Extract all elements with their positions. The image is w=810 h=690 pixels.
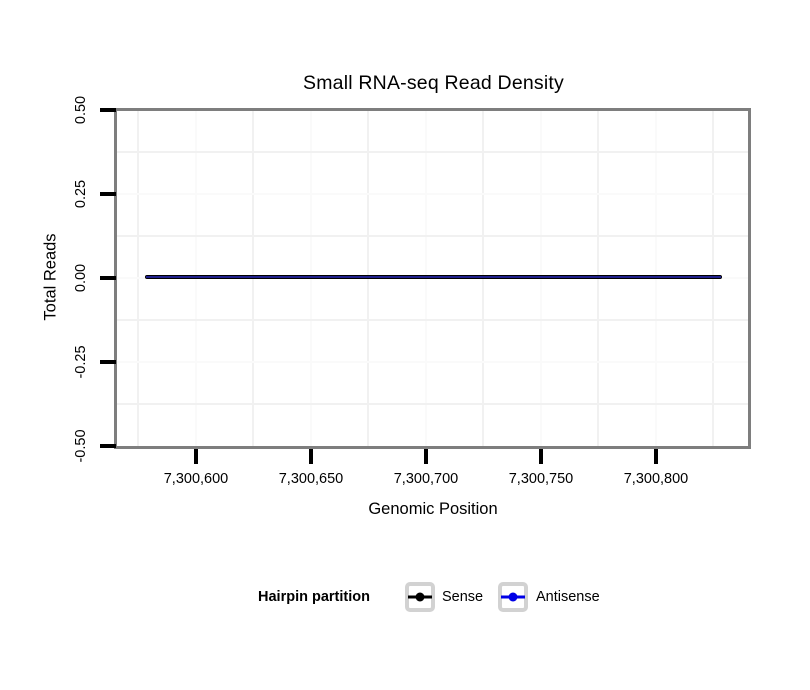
- x-tick-label: 7,300,650: [278, 471, 344, 487]
- x-axis-title: Genomic Position: [368, 500, 498, 518]
- y-axis-tick: [100, 360, 116, 364]
- x-tick-label: 7,300,600: [163, 471, 229, 487]
- legend-key-antisense: [498, 582, 528, 612]
- legend-title: Hairpin partition: [258, 589, 370, 605]
- y-tick-label: 0.50: [73, 95, 89, 125]
- y-tick-label: 0.25: [73, 179, 89, 209]
- x-tick-label: 7,300,700: [393, 471, 459, 487]
- x-axis-tick: [424, 449, 428, 464]
- antisense-series-line: [146, 276, 721, 278]
- legend-label-sense: Sense: [442, 589, 484, 605]
- antisense-point-glyph-icon: [508, 592, 518, 602]
- legend-key-sense: [405, 582, 435, 612]
- x-axis-tick: [309, 449, 313, 464]
- chart-title: Small RNA-seq Read Density: [303, 72, 564, 94]
- x-axis-tick: [194, 449, 198, 464]
- gridline-horizontal-major: [117, 193, 748, 195]
- x-axis-tick: [539, 449, 543, 464]
- y-axis-tick: [100, 192, 116, 196]
- y-axis-tick: [100, 444, 116, 448]
- gridline-horizontal-major: [117, 361, 748, 363]
- y-axis-tick: [100, 276, 116, 280]
- y-axis-title: Total Reads: [41, 233, 60, 321]
- y-tick-label: -0.50: [73, 429, 89, 463]
- gridline-horizontal-minor: [117, 403, 748, 405]
- legend-label-antisense: Antisense: [536, 589, 600, 605]
- x-tick-label: 7,300,800: [623, 471, 689, 487]
- gridline-horizontal-minor: [117, 235, 748, 237]
- y-tick-label: 0.00: [73, 263, 89, 293]
- sense-point-glyph-icon: [415, 592, 425, 602]
- x-tick-label: 7,300,750: [508, 471, 574, 487]
- y-axis-tick: [100, 108, 116, 112]
- gridline-horizontal-minor: [117, 151, 748, 153]
- y-tick-label: -0.25: [73, 345, 89, 379]
- gridline-horizontal-minor: [117, 319, 748, 321]
- x-axis-tick: [654, 449, 658, 464]
